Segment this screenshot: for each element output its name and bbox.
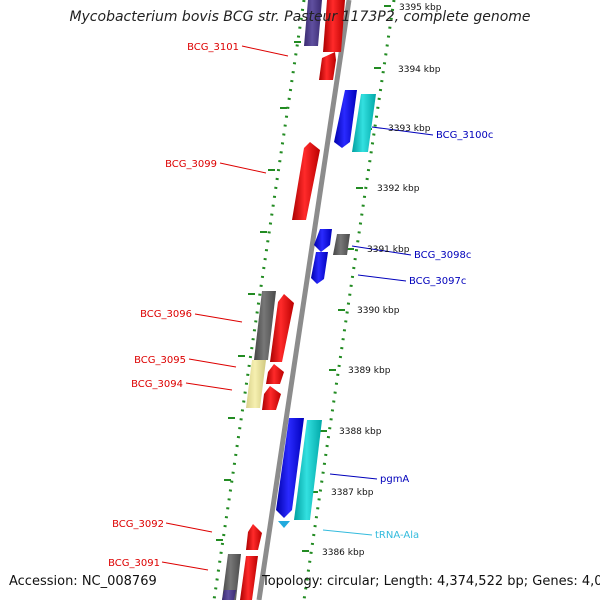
gene-label-bcg-3099[interactable]: BCG_3099 bbox=[165, 159, 217, 170]
gene-label-trna-ala[interactable]: tRNA-Ala bbox=[375, 530, 419, 541]
gene-label-bcg-3091[interactable]: BCG_3091 bbox=[108, 558, 160, 569]
scale-label: 3388 kbp bbox=[339, 427, 382, 437]
ruler-ticks-left bbox=[216, 41, 301, 541]
scale-label: 3386 kbp bbox=[322, 548, 365, 558]
gene-label-bcg-3096[interactable]: BCG_3096 bbox=[140, 309, 192, 320]
outer-track-right bbox=[302, 0, 396, 600]
gene-label-bcg-3097c[interactable]: BCG_3097c bbox=[409, 276, 466, 287]
gene-feature-bcg-3094[interactable] bbox=[246, 360, 266, 408]
gene-feature-bcg-3091[interactable] bbox=[240, 556, 258, 600]
scale-label: 3387 kbp bbox=[331, 488, 374, 498]
gene-feature-pgma[interactable] bbox=[276, 418, 304, 518]
gene-feature-bcg-3100c-a[interactable] bbox=[334, 90, 357, 148]
scale-labels: 3395 kbp 3394 kbp 3393 kbp 3392 kbp 3391… bbox=[322, 3, 442, 558]
gene-labels-left: BCG_3101 BCG_3099 BCG_3096 BCG_3095 BCG_… bbox=[108, 42, 239, 569]
gene-label-bcg-3100c[interactable]: BCG_3100c bbox=[436, 130, 493, 141]
scale-label: 3392 kbp bbox=[377, 184, 420, 194]
gene-feature[interactable] bbox=[323, 0, 345, 52]
gene-label-bcg-3101[interactable]: BCG_3101 bbox=[187, 42, 239, 53]
gene-feature-bcg-3097c[interactable] bbox=[311, 252, 328, 284]
gene-feature-bcg-3098c[interactable] bbox=[314, 229, 332, 252]
gene-feature[interactable] bbox=[222, 554, 241, 600]
gene-feature[interactable] bbox=[262, 386, 281, 410]
leader-lines-left bbox=[161, 45, 289, 571]
gene-feature-bcg-3100c-b[interactable] bbox=[352, 94, 376, 152]
scale-label: 3391 kbp bbox=[367, 245, 410, 255]
gene-features bbox=[222, 0, 376, 600]
genome-backbone bbox=[256, 0, 352, 600]
gene-feature[interactable] bbox=[222, 590, 236, 600]
scale-label: 3390 kbp bbox=[357, 306, 400, 316]
gene-label-bcg-3095[interactable]: BCG_3095 bbox=[134, 355, 186, 366]
gene-labels-right: BCG_3100c BCG_3098c BCG_3097c pgmA tRNA-… bbox=[375, 130, 493, 541]
gene-label-bcg-3098c[interactable]: BCG_3098c bbox=[414, 250, 471, 261]
gene-feature-pgma-b[interactable] bbox=[294, 420, 322, 520]
gene-feature-bcg-3095[interactable] bbox=[266, 364, 284, 384]
gene-feature-bcg-3096[interactable] bbox=[270, 294, 294, 362]
gene-label-bcg-3092[interactable]: BCG_3092 bbox=[112, 519, 164, 530]
gene-feature[interactable] bbox=[304, 0, 322, 46]
gene-label-pgma[interactable]: pgmA bbox=[380, 474, 409, 485]
leader-lines-right bbox=[322, 126, 434, 536]
gene-feature-trna-ala[interactable] bbox=[278, 521, 290, 528]
genome-title: Mycobacterium bovis BCG str. Pasteur 117… bbox=[69, 9, 531, 25]
gene-feature-bcg-3101[interactable] bbox=[319, 52, 336, 80]
accession-text: Accession: NC_008769 bbox=[9, 574, 157, 589]
genome-summary-text: Topology: circular; Length: 4,374,522 bp… bbox=[262, 574, 600, 589]
gene-feature[interactable] bbox=[333, 234, 350, 255]
scale-label: 3395 kbp bbox=[399, 3, 442, 13]
scale-label: 3394 kbp bbox=[398, 65, 441, 75]
gene-feature-bcg-3092[interactable] bbox=[246, 524, 262, 550]
gene-label-bcg-3094[interactable]: BCG_3094 bbox=[131, 379, 183, 390]
scale-label: 3389 kbp bbox=[348, 366, 391, 376]
scale-label: 3393 kbp bbox=[388, 124, 431, 134]
outer-track-left bbox=[212, 0, 306, 600]
gene-feature-bcg-3099[interactable] bbox=[292, 142, 320, 220]
gene-feature-bcg-3096-gray[interactable] bbox=[254, 291, 276, 360]
